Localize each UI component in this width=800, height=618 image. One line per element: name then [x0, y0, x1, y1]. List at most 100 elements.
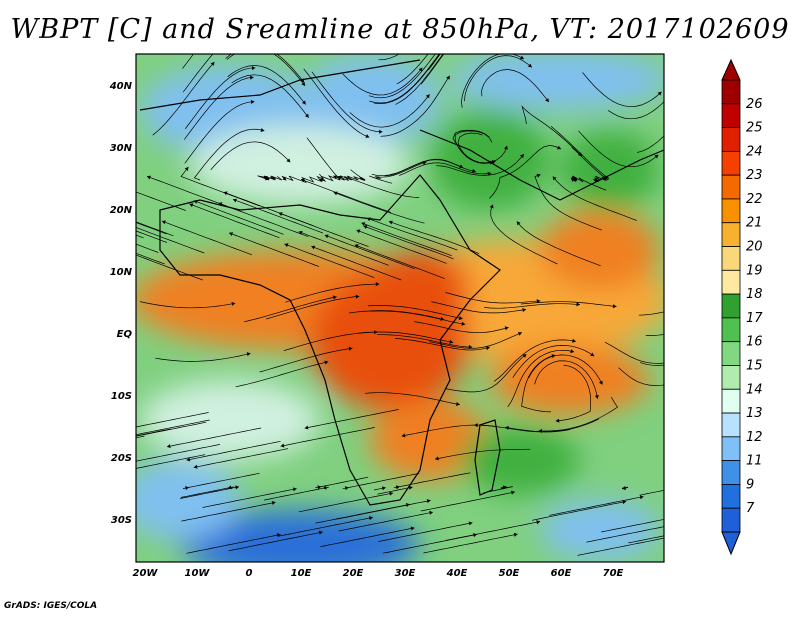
streamline-arrowhead	[551, 354, 556, 359]
colorbar-segment	[721, 79, 741, 105]
streamline-arrowhead	[519, 55, 524, 60]
streamline-arrowhead	[344, 486, 349, 491]
field-blob-central-asia	[450, 54, 664, 110]
streamline-arrowhead	[250, 99, 255, 105]
lon-label: 40E	[446, 568, 468, 579]
streamline	[618, 367, 664, 386]
streamline	[232, 198, 324, 234]
streamline	[490, 204, 558, 265]
lon-label: 50E	[499, 568, 520, 579]
streamline-arrowhead	[319, 178, 324, 183]
colorbar-label: 20	[746, 240, 763, 255]
lon-label: 30E	[395, 568, 416, 579]
streamline	[136, 252, 165, 265]
streamline-arrowhead	[622, 486, 626, 491]
longitude-axis: 20W 10W 0 10E 20E 30E 40E 50E 60E 70E	[133, 568, 624, 579]
streamline	[186, 440, 281, 461]
streamline	[257, 175, 270, 181]
streamline	[202, 488, 297, 508]
streamline-arrowhead	[675, 485, 679, 489]
streamline	[228, 232, 320, 267]
streamline	[552, 176, 637, 221]
streamline-arrowhead	[356, 229, 361, 234]
streamline-arrowhead	[446, 75, 450, 80]
lat-label: 40N	[109, 81, 133, 92]
streamline	[550, 126, 610, 181]
streamline	[361, 222, 452, 257]
streamline	[445, 292, 541, 304]
field-blob-southern-ocean	[180, 510, 420, 562]
streamline-arrowhead	[284, 243, 289, 248]
streamline-arrowhead	[536, 173, 541, 178]
streamline	[155, 352, 251, 362]
streamline-arrowhead	[324, 234, 329, 239]
streamline-arrowhead	[692, 512, 696, 516]
colorbar-segment	[721, 293, 741, 319]
streamline-arrowhead	[375, 282, 380, 287]
streamline-arrowhead	[536, 299, 541, 304]
streamline-arrowhead	[444, 0, 448, 3]
colorbar-segment	[721, 341, 741, 366]
streamline	[182, 472, 260, 489]
streamline	[136, 222, 167, 235]
lat-label: 30S	[111, 515, 132, 526]
streamline	[531, 501, 627, 521]
streamline	[369, 54, 440, 104]
streamline	[528, 354, 603, 385]
streamline	[364, 392, 460, 405]
streamline-arrowhead	[348, 346, 353, 351]
streamline	[461, 54, 525, 108]
streamline-arrowhead	[276, 533, 281, 538]
lat-label: 10N	[110, 267, 133, 278]
streamline	[183, 76, 254, 140]
lat-label: 30N	[110, 143, 133, 154]
streamline	[193, 128, 265, 181]
streamline	[505, 418, 600, 432]
streamline-arrowhead	[77, 208, 81, 212]
streamline	[280, 427, 375, 447]
streamline	[324, 234, 415, 270]
temperature-field	[68, 0, 709, 562]
streamline-arrowhead	[622, 500, 627, 505]
streamline	[395, 54, 444, 105]
streamline-arrowhead	[408, 485, 413, 490]
streamline-arrowhead	[520, 154, 524, 159]
streamline	[311, 71, 383, 133]
streamline	[180, 166, 260, 207]
streamline	[185, 67, 256, 130]
colorbar-label: 17	[746, 311, 763, 326]
streamline	[244, 296, 337, 323]
streamline-arrowhead	[576, 302, 580, 307]
streamline-arrowhead	[332, 295, 337, 300]
streamline-arrowhead	[389, 491, 393, 496]
streamline	[516, 221, 601, 267]
streamline-arrowhead	[304, 425, 309, 430]
streamline	[315, 476, 369, 489]
colorbar-label: 16	[746, 335, 763, 350]
streamline	[507, 349, 575, 408]
streamline-arrowhead	[251, 66, 256, 71]
streamline	[136, 428, 172, 437]
streamline-arrowhead	[682, 76, 686, 80]
streamline-arrowhead	[271, 500, 276, 505]
streamline-arrowhead	[705, 375, 709, 379]
streamline	[380, 75, 450, 137]
streamline-arrowhead	[68, 218, 72, 222]
streamline-arrowhead	[474, 423, 478, 428]
streamline	[457, 132, 508, 164]
streamline-arrowhead	[83, 201, 87, 205]
colorbar-segment	[721, 174, 741, 200]
streamline	[336, 500, 431, 520]
streamline-arrowhead	[388, 220, 393, 225]
lat-label: 20S	[111, 453, 132, 464]
streamline-arrowhead	[264, 176, 269, 181]
streamline	[445, 521, 541, 541]
colorbar-segment	[721, 412, 741, 438]
streamline	[423, 533, 518, 554]
colorbar-segment	[721, 103, 741, 128]
colorbar-segment	[721, 436, 741, 462]
streamline-arrowhead	[552, 176, 557, 181]
lat-label: EQ	[117, 329, 133, 340]
streamline-arrowhead	[161, 220, 166, 225]
streamline-arrowhead	[449, 339, 454, 344]
